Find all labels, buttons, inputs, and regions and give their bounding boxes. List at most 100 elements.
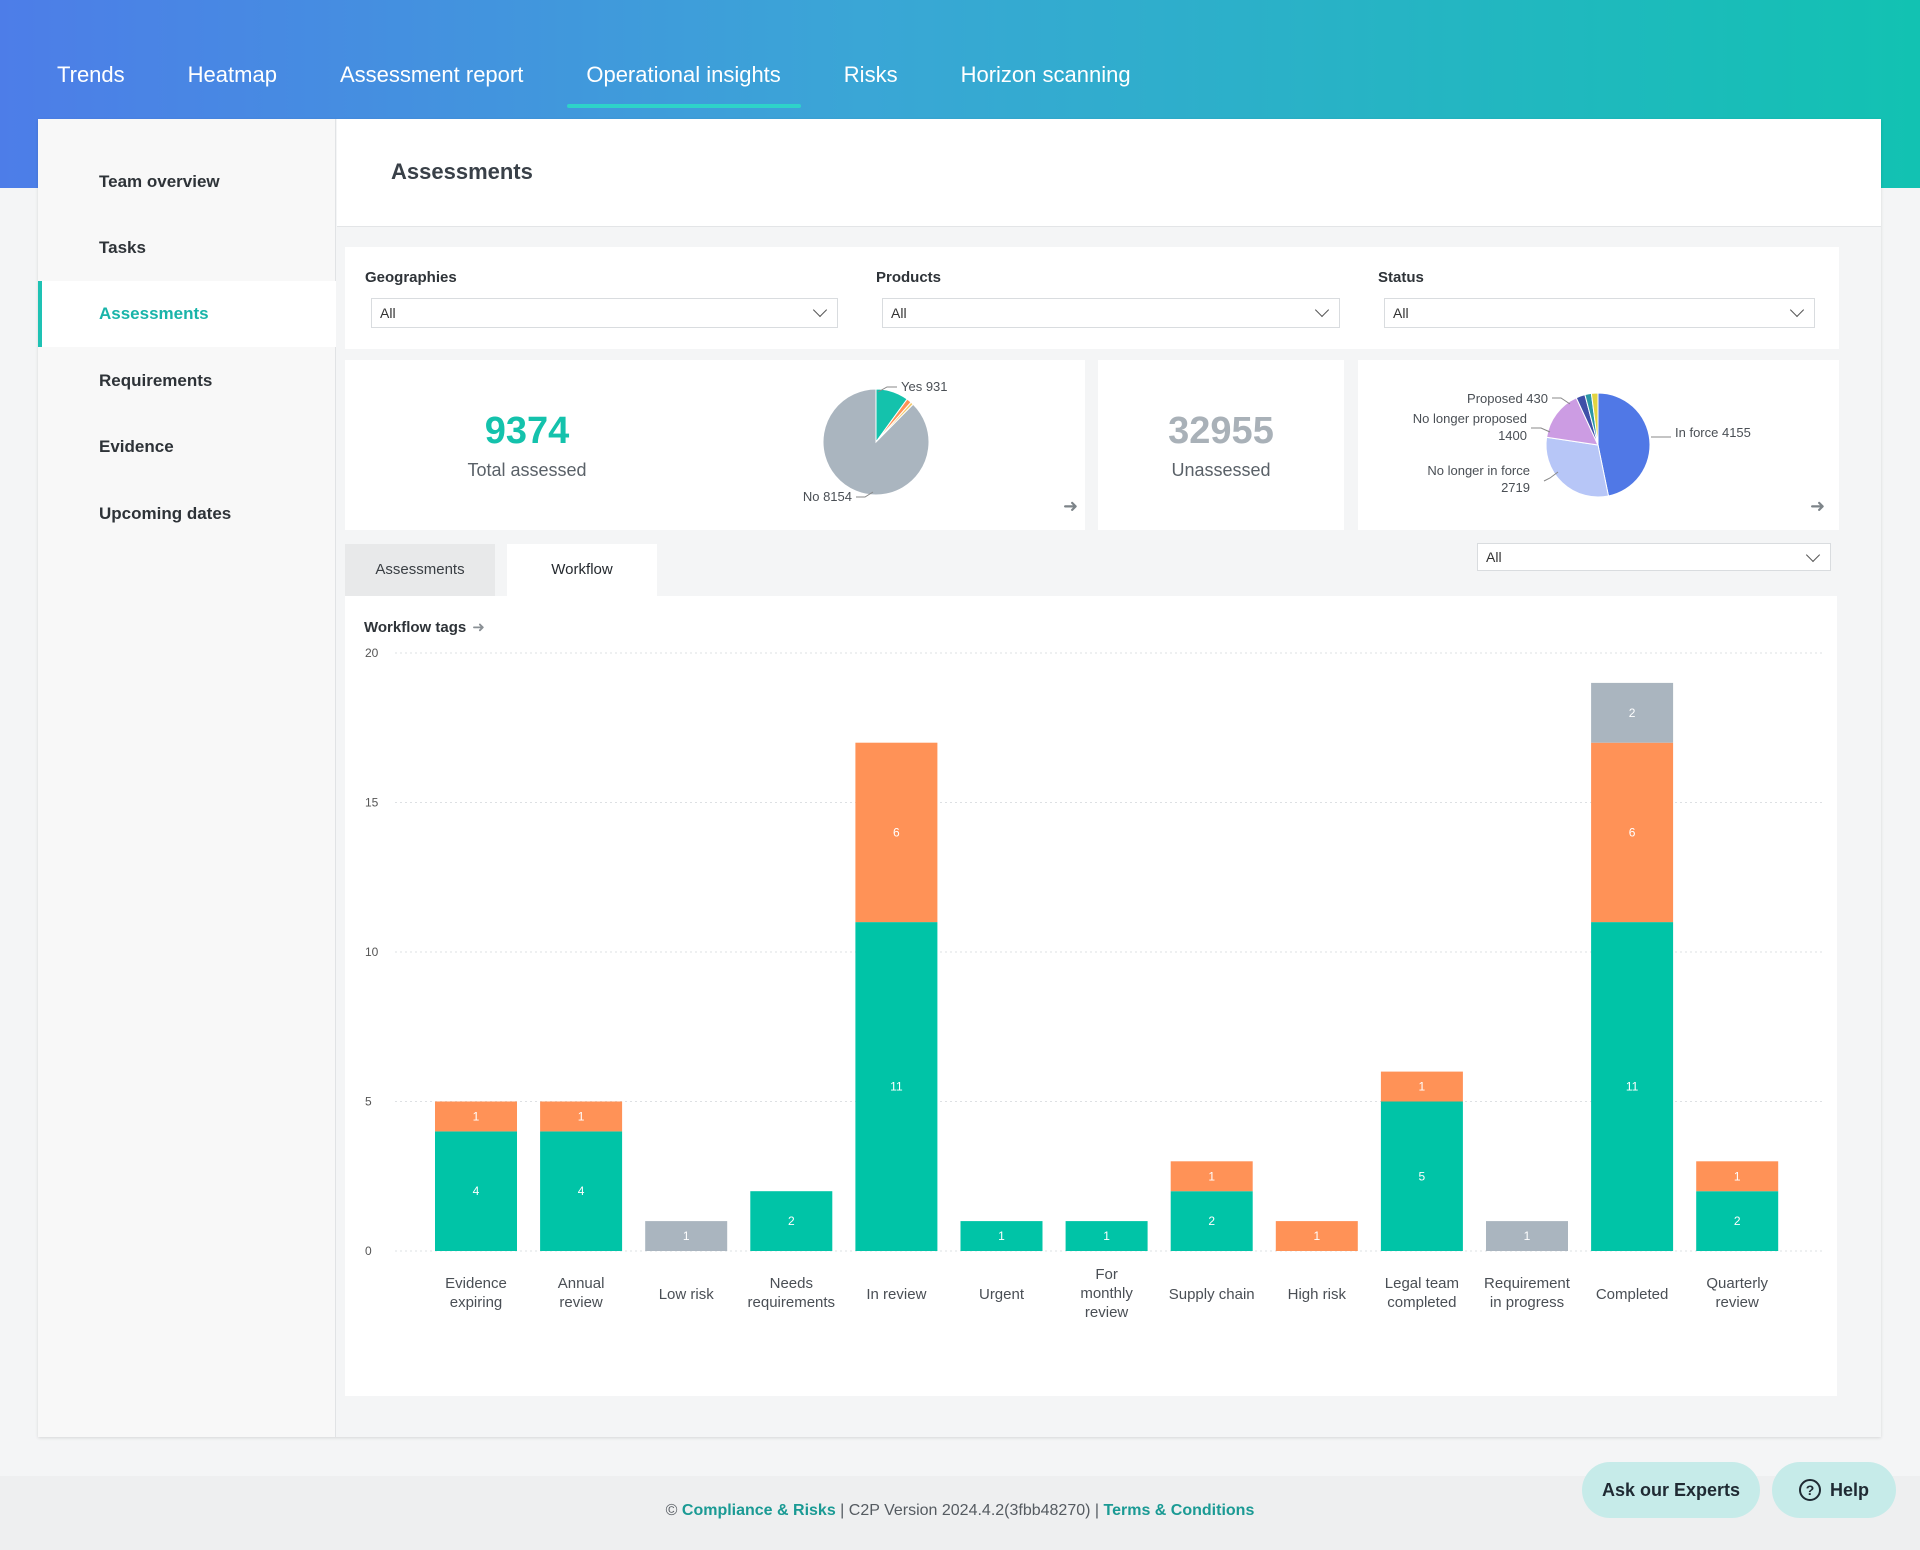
chevron-down-icon [1805, 547, 1821, 563]
bar-segment[interactable] [1696, 1191, 1779, 1251]
chevron-down-icon [812, 302, 828, 318]
x-category-label: Annual review [558, 1275, 605, 1311]
terms-link[interactable]: Terms & Conditions [1103, 1502, 1255, 1519]
bar-segment[interactable] [1170, 1161, 1253, 1192]
bar-value-label: 2 [1208, 1214, 1215, 1228]
bar-segment[interactable] [435, 1131, 517, 1251]
x-category-label: Urgent [979, 1286, 1025, 1303]
sidebar-item-upcoming-dates[interactable]: Upcoming dates [99, 504, 232, 523]
geographies-value: All [380, 305, 396, 321]
footer-separator: | [1094, 1502, 1100, 1519]
footer-separator: | [840, 1502, 845, 1519]
bar-value-label: 11 [890, 1080, 903, 1094]
filter-bar: Geographies All Products All Status All [345, 247, 1839, 349]
help-button[interactable]: ? Help [1772, 1462, 1896, 1518]
status-pie-label-proposed: Proposed 430 [1467, 391, 1548, 406]
workflow-filter-select[interactable]: All [1477, 543, 1831, 571]
bar-segment[interactable] [435, 1101, 517, 1132]
products-select[interactable]: All [882, 298, 1340, 328]
tab-workflow[interactable]: Workflow [507, 544, 657, 596]
status-pie-slice-5[interactable] [1590, 392, 1599, 446]
status-pie-slice-1[interactable] [1545, 436, 1610, 498]
tab-horizon-scanning[interactable]: Horizon scanning [960, 62, 1131, 87]
arrow-right-icon[interactable]: ➜ [1063, 496, 1079, 516]
ask-experts-button[interactable]: Ask our Experts [1582, 1462, 1760, 1518]
bar-value-label: 1 [1208, 1169, 1215, 1183]
status-pie-slice-2[interactable] [1546, 397, 1599, 446]
bar-segment[interactable] [1380, 1071, 1463, 1102]
unassessed-value: 32955 [1168, 410, 1274, 452]
status-pie-label-no-longer-in-force: No longer in force 2719 [1427, 463, 1530, 495]
bar-segment[interactable] [1591, 742, 1674, 923]
workflow-chart-card: Workflow tags ➜ 0 5 10 15 20 4 1 Evidence expirin… [345, 596, 1837, 1396]
bar-value-label: 1 [683, 1229, 690, 1243]
bar-segment[interactable] [855, 922, 938, 1251]
chart-title-text: Workflow tags [364, 619, 467, 636]
chevron-down-icon [1314, 302, 1330, 318]
bar-value-label: 1 [1734, 1169, 1741, 1183]
bar-segment[interactable] [1170, 1191, 1253, 1251]
sidebar-item-team-overview[interactable]: Team overview [99, 172, 220, 191]
tab-risks[interactable]: Risks [843, 62, 898, 87]
status-pie-chart: In force 4155 No longer in force 2719 No lo… [1413, 391, 1751, 498]
assessed-pie-slice-3[interactable] [822, 388, 930, 496]
sidebar-item-tasks[interactable]: Tasks [99, 238, 146, 257]
products-value: All [891, 305, 907, 321]
x-category-label: Quarterly review [1706, 1275, 1768, 1311]
help-icon: ? [1798, 1479, 1821, 1501]
sidebar-item-evidence[interactable]: Evidence [99, 437, 174, 456]
main-panel: Assessments Geographies All Products All… [337, 119, 1881, 1437]
sidebar-item-assessments[interactable]: Assessments [38, 281, 336, 347]
workflow-filter-value: All [1486, 549, 1502, 565]
total-assessed-label: Total assessed [467, 460, 587, 480]
bar-segment[interactable] [1486, 1221, 1568, 1251]
bar-segment[interactable] [1275, 1221, 1358, 1251]
company-link[interactable]: Compliance & Risks [681, 1502, 836, 1519]
bar-segment[interactable] [1591, 682, 1674, 743]
status-value: All [1393, 305, 1409, 321]
chart-title: Workflow tags ➜ [364, 618, 485, 636]
bar-segment[interactable] [1696, 1161, 1779, 1192]
status-select[interactable]: All [1384, 298, 1815, 328]
unassessed-card: 32955 Unassessed [1098, 360, 1344, 530]
bar-value-label: 1 [1419, 1080, 1426, 1094]
status-pie-label-no-longer-proposed: No longer proposed 1400 [1413, 411, 1527, 443]
bar-segment[interactable] [1065, 1221, 1148, 1251]
status-pie-label-in-force: In force 4155 [1675, 425, 1751, 440]
geographies-label: Geographies [365, 269, 457, 286]
ask-experts-label: Ask our Experts [1601, 1479, 1741, 1500]
x-category-label: In review [866, 1286, 926, 1303]
tab-assessment-report[interactable]: Assessment report [339, 62, 524, 87]
geographies-select[interactable]: All [371, 298, 838, 328]
bar-value-label: 1 [1313, 1229, 1320, 1243]
bar-segment[interactable] [645, 1221, 728, 1251]
tab-assessments[interactable]: Assessments [345, 544, 495, 596]
bar-value-label: 1 [578, 1109, 585, 1123]
sidebar-item-requirements[interactable]: Requirements [99, 371, 213, 390]
bar-segment[interactable] [1591, 922, 1674, 1251]
tab-trends[interactable]: Trends [57, 62, 125, 87]
bar-value-label: 4 [473, 1184, 480, 1198]
filter-products: Products All [876, 269, 1340, 328]
help-label: Help [1829, 1479, 1869, 1500]
content-shell: Team overview Tasks Assessments Requirem… [38, 119, 1881, 1437]
bar-segment[interactable] [855, 742, 938, 923]
bar-segment[interactable] [540, 1131, 623, 1251]
tab-heatmap[interactable]: Heatmap [187, 62, 277, 87]
assessed-pie-label: Yes 931 [901, 379, 948, 394]
filter-geographies: Geographies All [365, 269, 838, 328]
bar-segment[interactable] [540, 1101, 623, 1132]
filter-status: Status All [1378, 269, 1815, 328]
chevron-down-icon [1789, 302, 1805, 318]
tab-operational-insights[interactable]: Operational insights [567, 52, 802, 108]
x-category-label: High risk [1288, 1286, 1347, 1303]
y-tick-label: 15 [365, 796, 379, 810]
bar-segment[interactable] [1380, 1101, 1463, 1252]
arrow-right-icon[interactable]: ➜ [472, 619, 485, 636]
bar-segment[interactable] [960, 1221, 1043, 1251]
x-category-label: Needs requirements [748, 1275, 836, 1311]
arrow-right-icon[interactable]: ➜ [1810, 496, 1826, 516]
bar-segment[interactable] [750, 1191, 833, 1251]
status-pie-slice-0[interactable] [1597, 392, 1651, 497]
